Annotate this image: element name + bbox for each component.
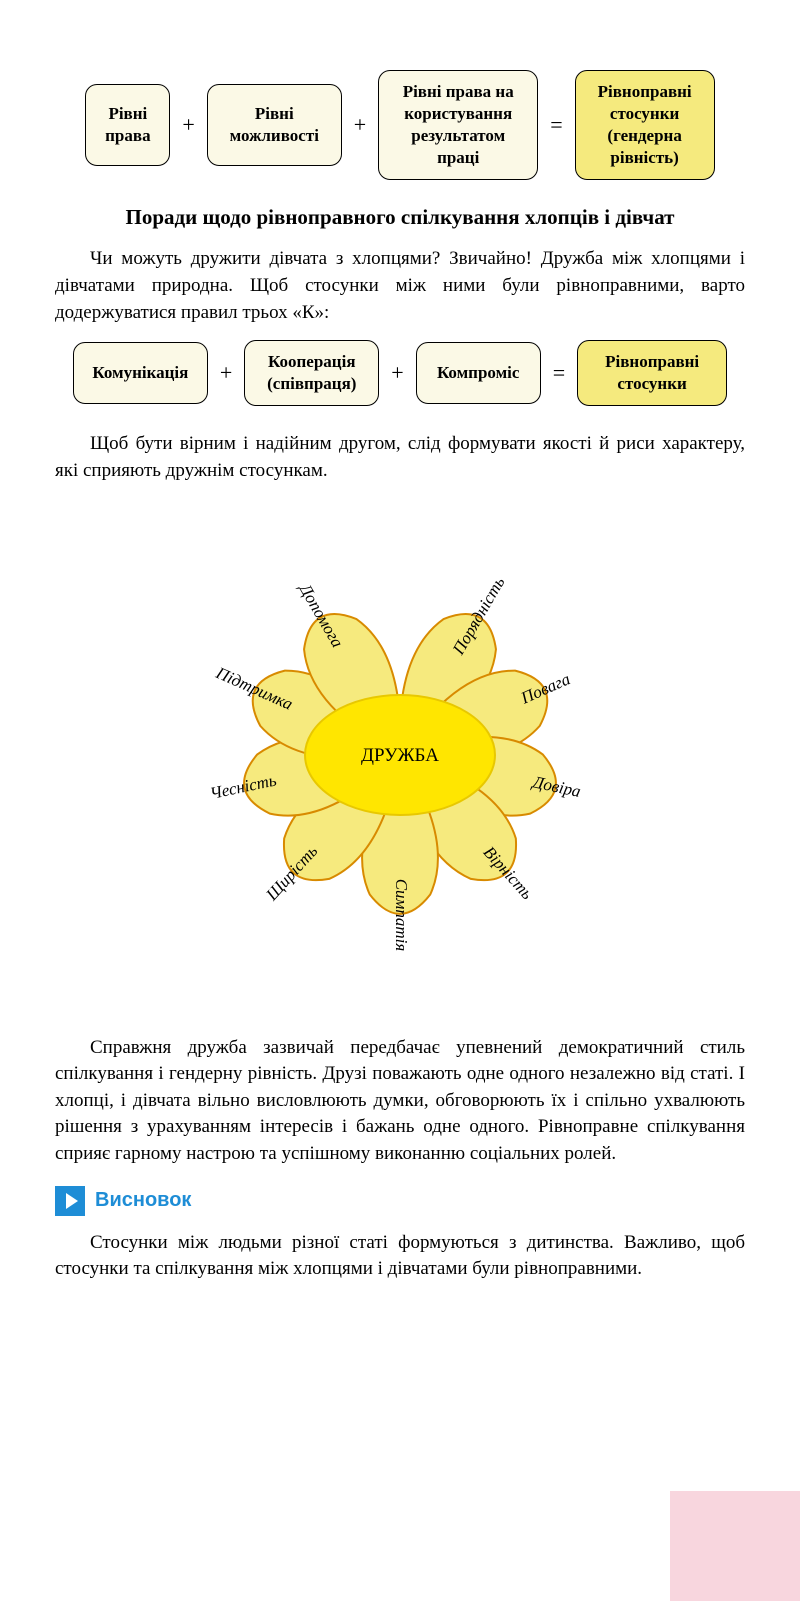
equation-box: Рівні права на користування результатом … [378, 70, 538, 180]
equation-operator: + [387, 360, 407, 386]
equation-operator: = [549, 360, 569, 386]
flower-diagram: ДРУЖБАПорядністьПовагаДовіраВірністьСимп… [55, 505, 745, 1005]
paragraph-3: Справжня дружба зазвичай передбачає упев… [55, 1035, 745, 1168]
section-heading: Поради щодо рівноправного спілкування хл… [55, 205, 745, 230]
equation-row-1: Рівні права + Рівні можливості + Рівні права… [55, 70, 745, 180]
equation-box: Кооперація (співпраця) [244, 340, 379, 406]
equation-box: Рівні права [85, 84, 170, 166]
equation-box: Комунікація [73, 342, 208, 404]
equation-operator: + [178, 112, 198, 138]
equation-box: Рівноправні стосунки [577, 340, 727, 406]
paragraph-4: Стосунки між людьми різної статі формуют… [55, 1230, 745, 1283]
equation-operator: = [546, 112, 566, 138]
conclusion-label: Висновок [95, 1189, 191, 1212]
page-corner-decoration [670, 1491, 800, 1601]
paragraph-2: Щоб бути вірним і надійним другом, слід … [55, 431, 745, 484]
equation-box: Рівні можливості [207, 84, 342, 166]
equation-row-2: Комунікація + Кооперація (співпраця) + Компр… [55, 340, 745, 406]
conclusion-heading: Висновок [55, 1186, 745, 1216]
equation-operator: + [216, 360, 236, 386]
svg-text:Симпатія: Симпатія [392, 878, 411, 951]
paragraph-1: Чи можуть дружити дівчата з хлопцями? Зв… [55, 246, 745, 326]
equation-box: Рівноправні стосунки (гендерна рівність) [575, 70, 715, 180]
equation-operator: + [350, 112, 370, 138]
svg-text:ДРУЖБА: ДРУЖБА [361, 745, 439, 766]
arrow-right-icon [55, 1186, 85, 1216]
equation-box: Компроміс [416, 342, 541, 404]
